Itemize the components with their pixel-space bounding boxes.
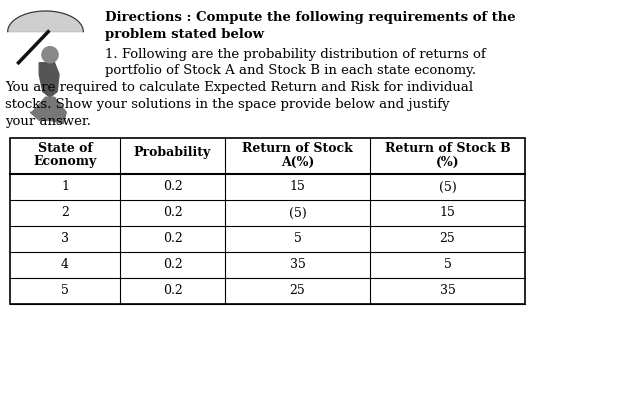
Text: portfolio of Stock A and Stock B in each state economy.: portfolio of Stock A and Stock B in each… bbox=[105, 64, 476, 77]
Polygon shape bbox=[30, 97, 66, 124]
Text: A(%): A(%) bbox=[281, 156, 314, 168]
Text: Directions : Compute the following requirements of the: Directions : Compute the following requi… bbox=[105, 11, 516, 24]
Text: 0.2: 0.2 bbox=[163, 285, 183, 297]
Ellipse shape bbox=[42, 47, 58, 63]
Text: 3: 3 bbox=[61, 233, 69, 245]
Text: 5: 5 bbox=[61, 285, 69, 297]
Text: Return of Stock B: Return of Stock B bbox=[385, 143, 510, 156]
Text: 0.2: 0.2 bbox=[163, 233, 183, 245]
Text: your answer.: your answer. bbox=[5, 115, 91, 128]
Text: (%): (%) bbox=[436, 156, 459, 168]
Text: 0.2: 0.2 bbox=[163, 181, 183, 193]
Text: 25: 25 bbox=[289, 285, 305, 297]
Text: 25: 25 bbox=[439, 233, 455, 245]
Polygon shape bbox=[39, 63, 59, 97]
Text: 15: 15 bbox=[289, 181, 305, 193]
Text: 15: 15 bbox=[439, 206, 455, 220]
Text: problem stated below: problem stated below bbox=[105, 28, 264, 41]
Text: 2: 2 bbox=[61, 206, 69, 220]
Text: stocks. Show your solutions in the space provide below and justify: stocks. Show your solutions in the space… bbox=[5, 98, 450, 111]
Text: 5: 5 bbox=[443, 258, 452, 272]
Text: Return of Stock: Return of Stock bbox=[242, 143, 353, 156]
Bar bbox=[10, 138, 525, 304]
Polygon shape bbox=[8, 11, 83, 32]
Text: 5: 5 bbox=[294, 233, 301, 245]
Text: (5): (5) bbox=[289, 206, 307, 220]
Text: 0.2: 0.2 bbox=[163, 258, 183, 272]
Text: 4: 4 bbox=[61, 258, 69, 272]
Text: State of: State of bbox=[38, 143, 92, 156]
Text: (5): (5) bbox=[439, 181, 457, 193]
Text: Economy: Economy bbox=[33, 156, 97, 168]
Text: 35: 35 bbox=[289, 258, 305, 272]
Text: 35: 35 bbox=[439, 285, 455, 297]
Text: You are required to calculate Expected Return and Risk for individual: You are required to calculate Expected R… bbox=[5, 81, 473, 94]
Text: 1. Following are the probability distribution of returns of: 1. Following are the probability distrib… bbox=[105, 48, 486, 61]
Text: 1: 1 bbox=[61, 181, 69, 193]
Text: 0.2: 0.2 bbox=[163, 206, 183, 220]
Text: Probability: Probability bbox=[134, 146, 211, 159]
